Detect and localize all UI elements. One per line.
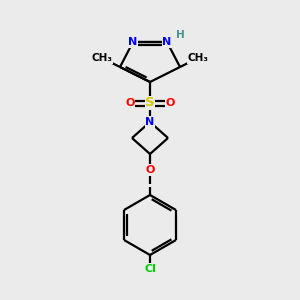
Text: O: O bbox=[165, 98, 175, 108]
Text: Cl: Cl bbox=[144, 264, 156, 274]
Text: O: O bbox=[145, 165, 155, 175]
Text: CH₃: CH₃ bbox=[92, 53, 112, 63]
Text: N: N bbox=[128, 37, 138, 47]
Text: H: H bbox=[176, 30, 184, 40]
Text: O: O bbox=[125, 98, 135, 108]
Text: N: N bbox=[146, 117, 154, 127]
Text: CH₃: CH₃ bbox=[188, 53, 208, 63]
Text: N: N bbox=[162, 37, 172, 47]
Text: S: S bbox=[145, 97, 155, 110]
